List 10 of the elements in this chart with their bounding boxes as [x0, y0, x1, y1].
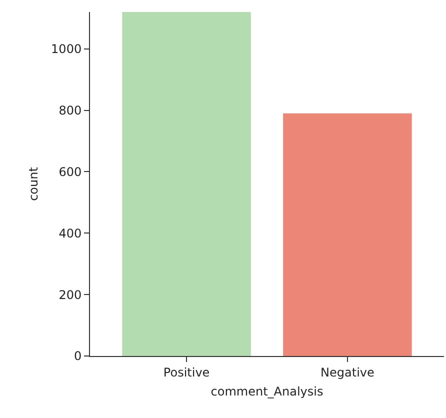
y-tick-label: 800 [58, 103, 82, 118]
y-tick-label: 200 [58, 288, 82, 302]
x-tick-label: Negative [320, 365, 374, 380]
y-tick-label: 0 [74, 349, 82, 364]
x-tick-label: Positive [163, 365, 210, 380]
x-axis-title: comment_Analysis [210, 384, 324, 398]
y-tick-label: 400 [58, 226, 82, 240]
y-tick-label: 600 [58, 164, 82, 179]
y-axis-title: count [26, 166, 40, 201]
y-tick-label: 1000 [51, 42, 82, 56]
